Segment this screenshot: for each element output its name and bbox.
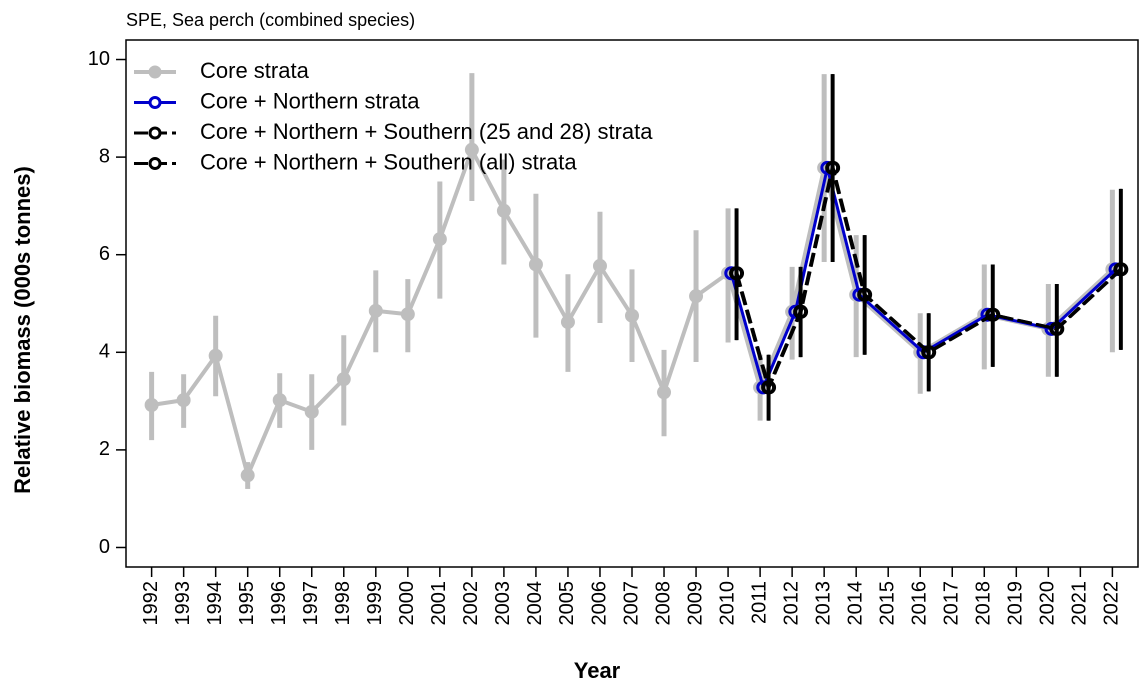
y-tick-label: 6 bbox=[99, 243, 110, 265]
x-tick-label: 1997 bbox=[300, 581, 322, 626]
legend-marker bbox=[148, 96, 162, 109]
legend-marker bbox=[148, 65, 162, 79]
point bbox=[400, 307, 415, 322]
y-tick-label: 2 bbox=[99, 438, 110, 460]
x-tick-label: 2022 bbox=[1101, 581, 1123, 626]
x-tick-label: 1994 bbox=[204, 581, 226, 626]
y-tick-label: 10 bbox=[88, 48, 110, 70]
x-tick-label: 2021 bbox=[1069, 581, 1091, 626]
point bbox=[432, 232, 447, 247]
point bbox=[560, 315, 575, 330]
point bbox=[689, 289, 704, 304]
x-tick-label: 1993 bbox=[172, 581, 194, 626]
point bbox=[336, 372, 351, 387]
y-axis-label: Relative biomass (000s tonnes) bbox=[10, 166, 35, 494]
x-tick-label: 1998 bbox=[332, 581, 354, 626]
point bbox=[625, 308, 639, 323]
legend-label: Core + Northern strata bbox=[200, 88, 420, 113]
x-tick-label: 1996 bbox=[268, 581, 290, 626]
y-tick-label: 0 bbox=[99, 536, 110, 558]
x-tick-label: 2015 bbox=[876, 581, 898, 626]
point bbox=[464, 142, 479, 157]
point bbox=[144, 397, 159, 412]
point bbox=[762, 380, 777, 395]
legend-label: Core + Northern + Southern (all) strata bbox=[200, 149, 577, 174]
x-tick-label: 2013 bbox=[812, 581, 834, 626]
point bbox=[304, 404, 319, 419]
point bbox=[1050, 321, 1065, 336]
x-tick-label: 2016 bbox=[909, 581, 931, 626]
x-tick-label: 2000 bbox=[396, 581, 418, 626]
point bbox=[986, 307, 1001, 322]
x-tick-label: 2001 bbox=[428, 581, 450, 626]
x-tick-label: 1992 bbox=[140, 581, 162, 626]
legend-label: Core + Northern + Southern (25 and 28) s… bbox=[200, 119, 653, 144]
x-tick-label: 2007 bbox=[620, 581, 642, 626]
point bbox=[1114, 262, 1129, 277]
y-tick-label: 8 bbox=[99, 145, 110, 167]
point bbox=[368, 303, 383, 318]
y-tick-label: 4 bbox=[99, 341, 110, 363]
point bbox=[922, 345, 937, 360]
point bbox=[657, 385, 672, 400]
x-tick-label: 2018 bbox=[973, 581, 995, 626]
point bbox=[528, 257, 543, 272]
x-tick-label: 1995 bbox=[236, 581, 258, 626]
x-tick-label: 2002 bbox=[460, 581, 482, 626]
legend-label: Core strata bbox=[200, 58, 310, 83]
x-tick-label: 2014 bbox=[844, 581, 866, 626]
x-tick-label: 2003 bbox=[492, 581, 514, 626]
x-tick-label: 1999 bbox=[364, 581, 386, 626]
point bbox=[240, 468, 255, 483]
x-tick-label: 2020 bbox=[1037, 581, 1059, 626]
x-tick-label: 2012 bbox=[780, 581, 802, 626]
point bbox=[858, 287, 873, 302]
point bbox=[496, 203, 511, 218]
x-tick-label: 2010 bbox=[716, 581, 738, 626]
x-tick-label: 2019 bbox=[1005, 581, 1027, 626]
point bbox=[272, 393, 287, 408]
x-tick-label: 2008 bbox=[652, 581, 674, 626]
x-tick-label: 2004 bbox=[524, 581, 546, 626]
point bbox=[826, 160, 841, 175]
series-line bbox=[735, 167, 1123, 392]
x-tick-label: 2017 bbox=[941, 581, 963, 626]
point bbox=[176, 393, 191, 408]
point bbox=[592, 258, 607, 273]
x-axis-label: Year bbox=[574, 658, 621, 683]
chart-title: SPE, Sea perch (combined species) bbox=[126, 10, 415, 30]
point bbox=[794, 304, 809, 319]
point bbox=[730, 266, 745, 281]
x-tick-label: 2009 bbox=[684, 581, 706, 626]
legend-marker bbox=[148, 157, 162, 170]
x-tick-label: 2005 bbox=[556, 581, 578, 626]
legend-marker bbox=[148, 126, 162, 140]
point bbox=[208, 348, 223, 363]
x-tick-label: 2011 bbox=[748, 581, 770, 624]
x-tick-label: 2006 bbox=[588, 581, 610, 626]
